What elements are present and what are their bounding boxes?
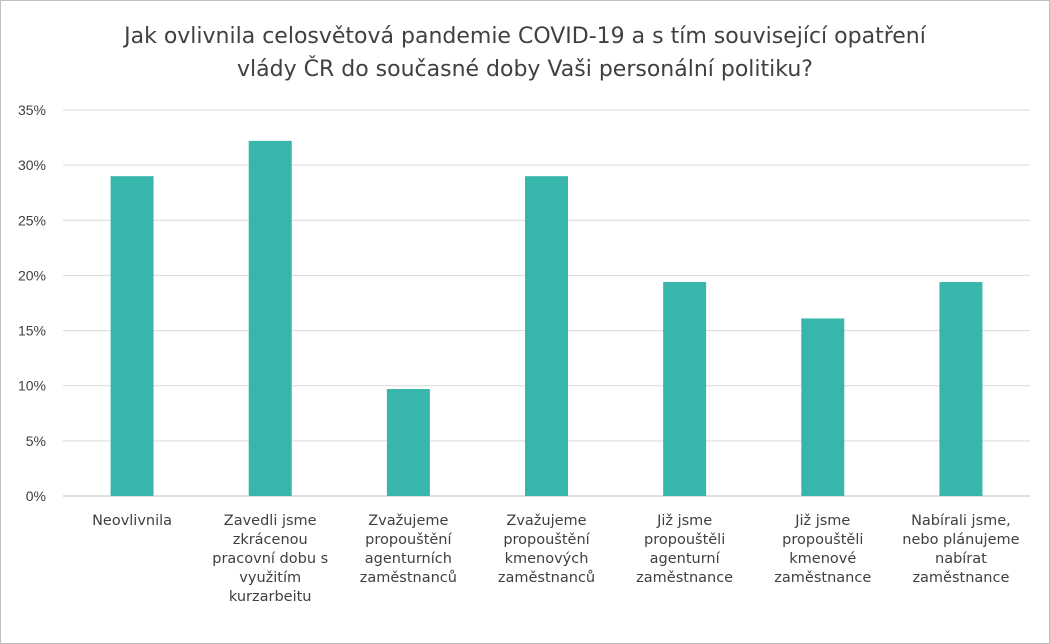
y-tick-label: 10% <box>18 378 46 394</box>
x-tick-label: Zvažujeme propouštění kmenových zaměstnanců <box>482 512 612 588</box>
y-tick-label: 25% <box>18 212 46 228</box>
x-tick-label-line: zaměstnance <box>774 570 872 586</box>
x-tick-label-line: Zvažujeme <box>506 513 587 529</box>
x-tick-label-line: agenturní <box>649 551 720 567</box>
chart-title: Jak ovlivnila celosvětová pandemie COVID… <box>124 24 926 82</box>
x-tick-label: Zavedli jsme zkrácenou pracovní dobu s využ… <box>205 512 335 607</box>
x-tick-label-line: zaměstnanců <box>497 570 596 586</box>
y-tick-label: 5% <box>26 433 46 449</box>
y-tick-label: 0% <box>26 488 46 504</box>
bar <box>663 282 707 496</box>
x-tick-label-line: Zvažujeme <box>368 513 449 529</box>
y-tick-label: 35% <box>18 102 46 118</box>
x-tick-label-line: propouštění <box>365 532 452 548</box>
x-tick-label: Již jsme propouštěli kmenové zaměstnance <box>758 512 888 588</box>
bar <box>525 176 568 496</box>
x-tick-label-line: agenturních <box>364 551 452 567</box>
x-tick-label-line: propouštěli <box>644 532 726 548</box>
x-tick-label-line: kurzarbeitu <box>228 589 312 605</box>
bar <box>939 282 983 496</box>
bar <box>386 389 430 496</box>
x-tick-label: Již jsme propouštěli agenturní zaměstnance <box>620 512 750 588</box>
x-tick-label-line: propouštěli <box>782 532 864 548</box>
x-tick-label: Nabírali jsme, nebo plánujeme nabírat zaměs… <box>896 512 1026 588</box>
y-tick-label: 15% <box>18 323 46 339</box>
y-tick-label: 20% <box>18 267 46 283</box>
x-tick-label-line: Nabírali jsme, <box>911 513 1011 529</box>
x-tick-label-line: zaměstnance <box>912 570 1010 586</box>
x-tick-label-line: zaměstnanců <box>359 570 457 586</box>
x-tick-label-line: zaměstnance <box>636 570 734 586</box>
x-tick-label: Zvažujeme propouštění agenturních zaměstnan… <box>343 512 473 588</box>
bar <box>248 140 292 496</box>
y-tick-label: 30% <box>18 157 46 173</box>
x-tick-label-line: zkrácenou <box>232 532 308 548</box>
bar <box>801 318 845 496</box>
x-tick-label-line: Neovlivnila <box>92 513 173 529</box>
x-tick-label-line: kmenové <box>789 551 857 567</box>
bar <box>110 176 154 496</box>
x-tick-label-line: Již jsme <box>657 513 713 529</box>
x-tick-label-line: kmenových <box>504 551 589 567</box>
x-tick-label-line: Již jsme <box>795 513 851 529</box>
x-tick-label-line: využitím <box>239 570 302 586</box>
x-tick-label: Neovlivnila <box>67 512 197 531</box>
x-tick-label-line: propouštění <box>503 532 590 548</box>
x-tick-label-line: nabírat <box>935 551 987 567</box>
x-tick-label-line: nebo plánujeme <box>902 532 1020 548</box>
x-tick-label-line: pracovní dobu s <box>212 551 329 567</box>
x-tick-label-line: Zavedli jsme <box>223 513 317 529</box>
